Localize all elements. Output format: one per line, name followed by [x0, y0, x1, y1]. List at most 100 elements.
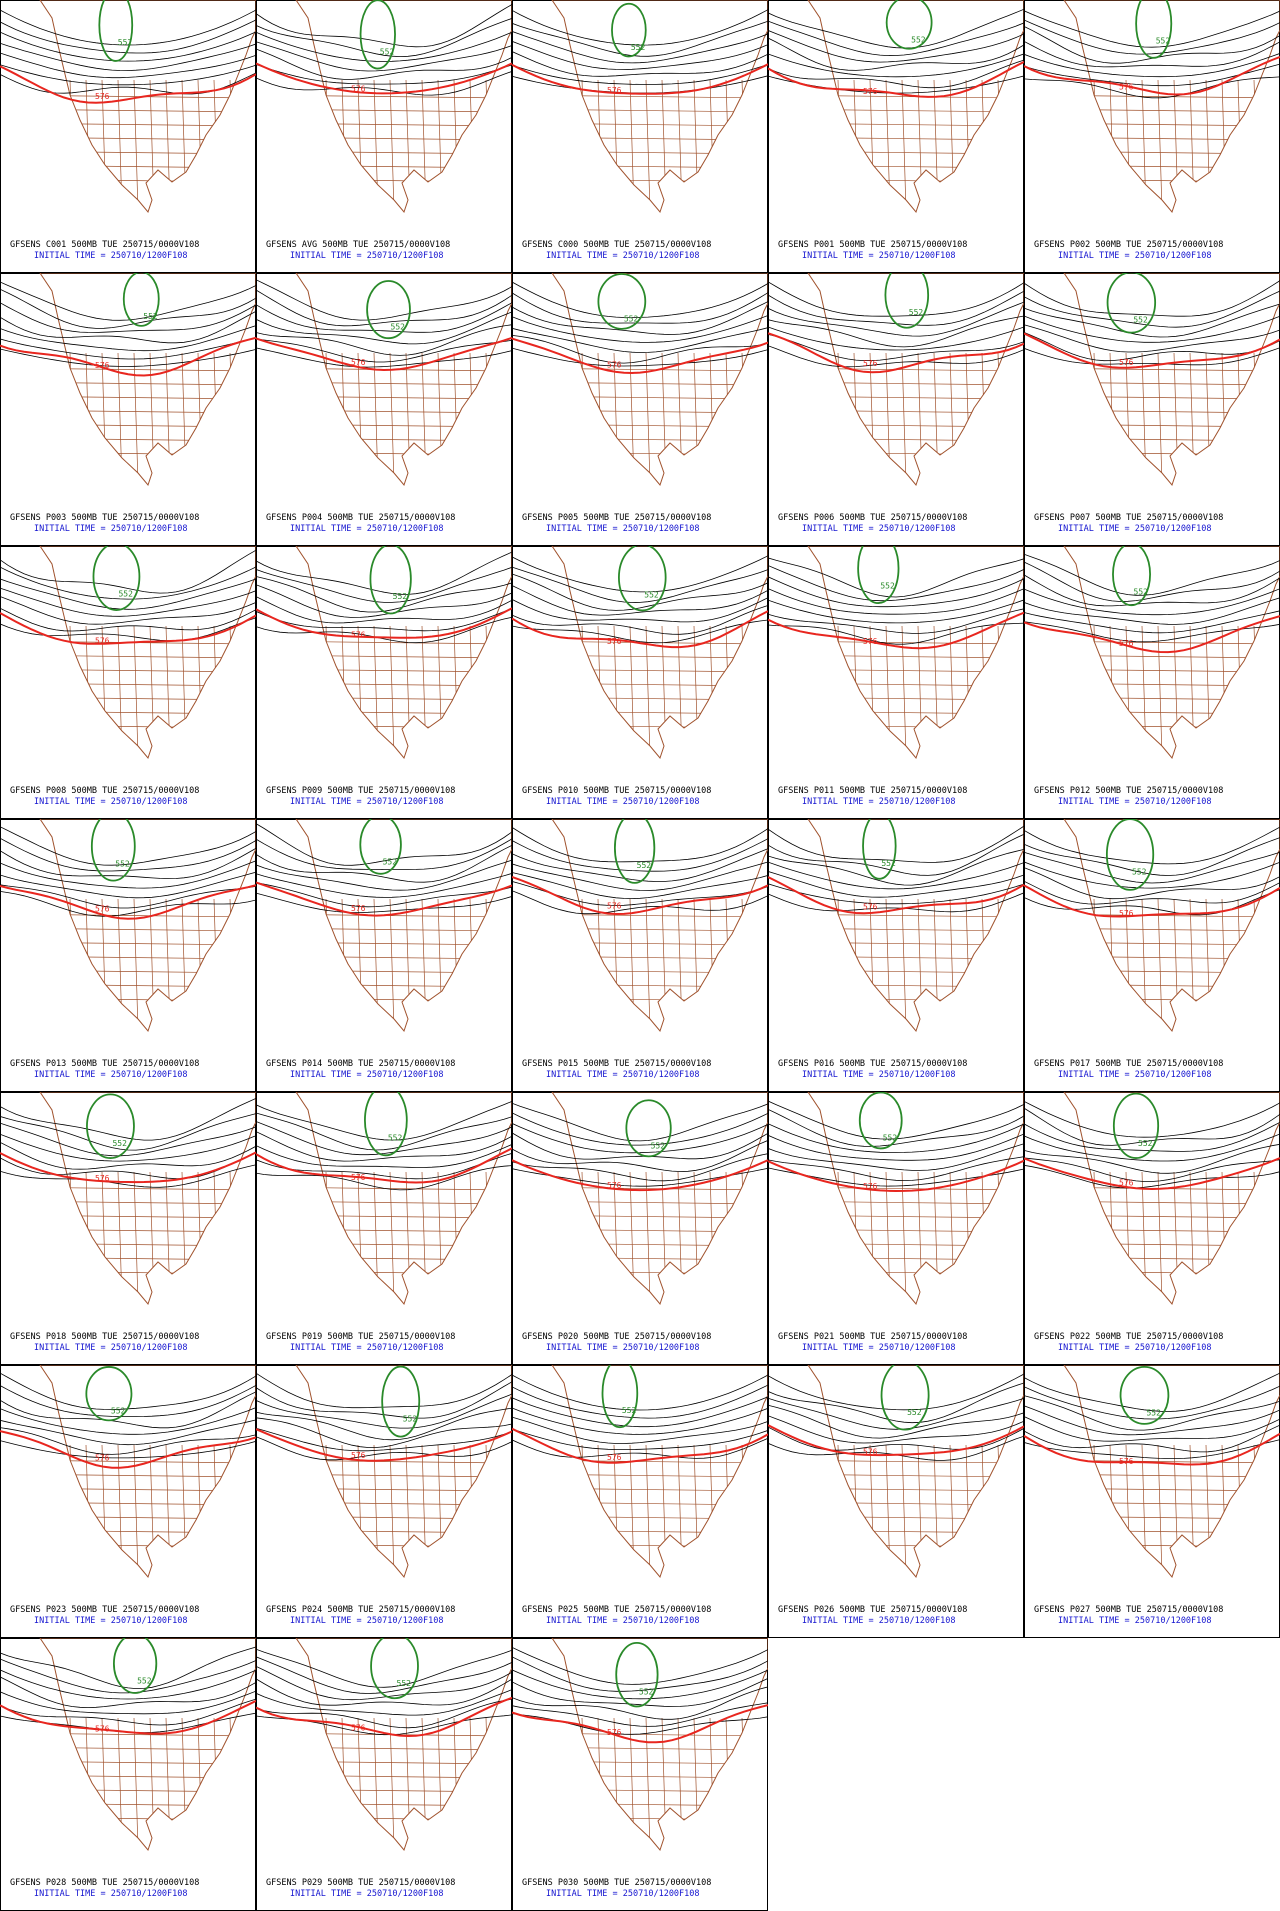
panel-subtitle: INITIAL TIME = 250710/1200F108: [1058, 1343, 1212, 1353]
height-contour: [1024, 1157, 1280, 1182]
height-contour: [1024, 19, 1280, 55]
state-line: [1157, 1171, 1163, 1303]
height-contour: [768, 833, 1024, 876]
height-contour: [1024, 837, 1280, 876]
height-contour: [256, 608, 512, 632]
height-contour: [512, 1374, 768, 1411]
height-contour: [768, 599, 1024, 624]
height-contour: [1024, 1424, 1280, 1453]
state-line: [133, 1717, 139, 1849]
contour-576: [0, 65, 256, 104]
contour-576: [768, 1159, 1024, 1193]
contour-552: [381, 1365, 421, 1438]
contour-label: 576: [95, 1725, 110, 1734]
height-contour: [0, 1669, 256, 1700]
contour-label: 576: [863, 1447, 878, 1456]
height-contour: [512, 64, 768, 85]
map-panel: 576 552 GFSENS P007 500MB TUE 250715/0000V…: [1024, 273, 1280, 546]
panel-subtitle: INITIAL TIME = 250710/1200F108: [802, 1343, 956, 1353]
height-contour: [0, 1440, 256, 1459]
panel-title: GFSENS P029 500MB TUE 250715/0000V108: [266, 1878, 455, 1888]
panel-subtitle: INITIAL TIME = 250710/1200F108: [802, 1070, 956, 1080]
contour-label: 552: [639, 1688, 654, 1697]
coastline: [295, 819, 512, 1033]
contour-576: [0, 884, 256, 920]
height-contour: [256, 1152, 512, 1180]
map-panel: 576 552 GFSENS P001 500MB TUE 250715/0000V…: [768, 0, 1024, 273]
panel-frame: [0, 1638, 256, 1911]
height-contour: [768, 1426, 1024, 1451]
contour-552: [1106, 273, 1157, 334]
contour-576: [1024, 1157, 1280, 1191]
height-contour: [256, 1656, 512, 1694]
panel-title: GFSENS P018 500MB TUE 250715/0000V108: [10, 1332, 199, 1342]
height-contour: [256, 1131, 512, 1162]
height-contour: [512, 619, 768, 644]
panel-title: GFSENS P023 500MB TUE 250715/0000V108: [10, 1605, 199, 1615]
state-line: [645, 1444, 651, 1576]
height-contour: [0, 9, 256, 46]
panel-frame: [1024, 819, 1280, 1092]
height-contour: [512, 1669, 768, 1700]
contour-label: 552: [880, 581, 895, 590]
map-panel: 576 552 GFSENS P009 500MB TUE 250715/0000V…: [256, 546, 512, 819]
height-contour: [512, 1102, 768, 1142]
contour-label: 576: [863, 637, 878, 646]
panel-title: GFSENS P025 500MB TUE 250715/0000V108: [522, 1605, 711, 1615]
panel-subtitle: INITIAL TIME = 250710/1200F108: [34, 524, 188, 534]
contour-label: 576: [351, 904, 366, 913]
height-contour: [256, 18, 512, 58]
height-contour: [0, 1133, 256, 1162]
height-contour: [256, 882, 512, 908]
contour-label: 552: [393, 592, 408, 601]
height-contour: [0, 52, 256, 79]
height-contour: [512, 1153, 768, 1182]
contour-552: [113, 1638, 158, 1694]
height-contour: [512, 51, 768, 77]
panel-subtitle: INITIAL TIME = 250710/1200F108: [1058, 1616, 1212, 1626]
height-contour: [512, 20, 768, 57]
height-contour: [768, 557, 1024, 598]
contour-label: 552: [881, 859, 896, 868]
contour-label: 552: [118, 38, 133, 47]
contour-576: [1024, 615, 1280, 654]
panel-subtitle: INITIAL TIME = 250710/1200F108: [290, 1070, 444, 1080]
panel-frame: [512, 1365, 768, 1638]
map-panel: 576 552 GFSENS P010 500MB TUE 250715/0000V…: [512, 546, 768, 819]
contour-label: 576: [1119, 909, 1134, 918]
height-contour: [768, 565, 1024, 602]
height-contour: [1024, 290, 1280, 328]
contour-label: 576: [95, 636, 110, 645]
panel-frame: [768, 273, 1024, 546]
height-contour: [768, 1133, 1024, 1161]
height-contour: [768, 1143, 1024, 1171]
panel-title: GFSENS P007 500MB TUE 250715/0000V108: [1034, 513, 1223, 523]
panel-subtitle: INITIAL TIME = 250710/1200F108: [34, 797, 188, 807]
contour-label: 576: [351, 1451, 366, 1460]
height-contour: [1024, 880, 1280, 905]
height-contour: [0, 1122, 256, 1157]
contour-576: [256, 1428, 512, 1462]
contour-label: 552: [883, 1133, 898, 1142]
contour-552: [370, 1638, 419, 1700]
height-contour: [512, 1407, 768, 1435]
height-contour: [0, 1391, 256, 1429]
panel-frame: [1024, 1365, 1280, 1638]
panel-title: GFSENS P024 500MB TUE 250715/0000V108: [266, 1605, 455, 1615]
contour-label: 552: [907, 1408, 922, 1417]
panel-title: GFSENS P028 500MB TUE 250715/0000V108: [10, 1878, 199, 1888]
panel-frame: [512, 546, 768, 819]
contour-552: [880, 1365, 930, 1431]
contour-552: [86, 1093, 135, 1159]
contour-label: 576: [1119, 358, 1134, 367]
height-contour: [1024, 1395, 1280, 1431]
height-contour: [768, 59, 1024, 89]
contour-label: 552: [624, 314, 639, 323]
height-contour: [512, 1702, 768, 1727]
contour-552: [369, 546, 412, 615]
contour-label: 576: [1119, 1457, 1134, 1466]
state-line: [133, 1171, 139, 1303]
height-contour: [768, 608, 1024, 634]
panel-subtitle: INITIAL TIME = 250710/1200F108: [34, 1343, 188, 1353]
